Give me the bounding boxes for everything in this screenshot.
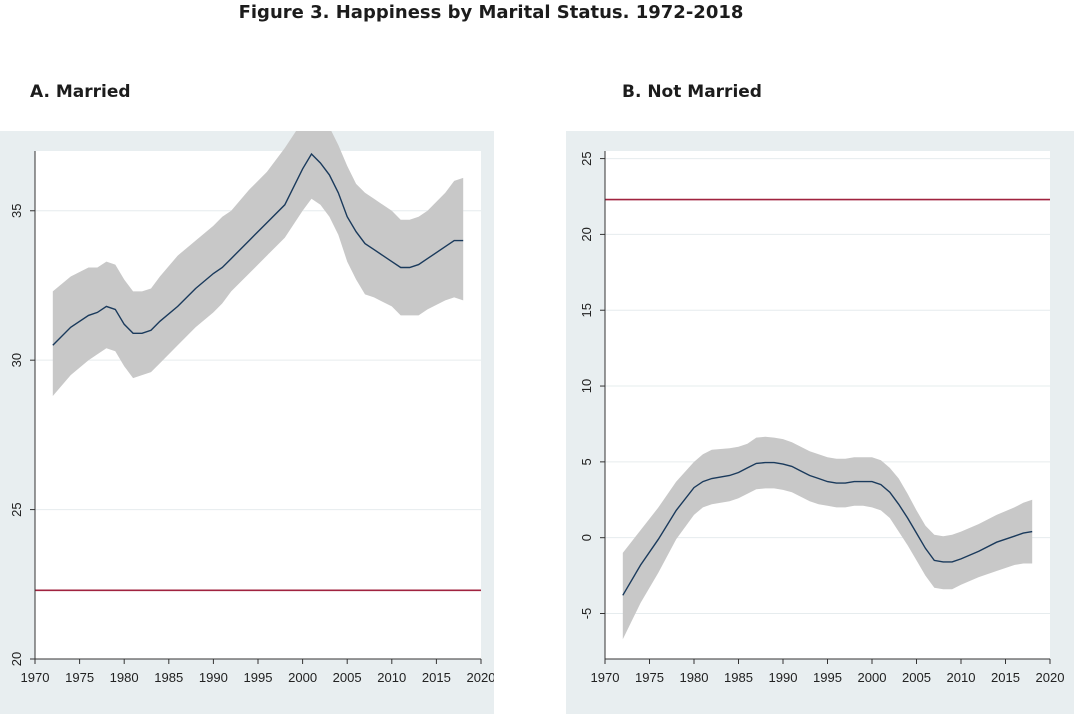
confidence-band <box>622 436 1033 640</box>
y-tick-label: 25 <box>579 151 594 165</box>
panel-b-title: B. Not Married <box>622 82 762 102</box>
y-tick-label: -5 <box>579 608 594 620</box>
y-tick-label: 5 <box>579 458 594 465</box>
x-tick-label: 1970 <box>591 670 620 685</box>
y-tick-label: 10 <box>579 379 594 393</box>
x-tick-label: 1970 <box>21 670 50 685</box>
x-tick-label: 1975 <box>65 670 94 685</box>
panel-a-title: A. Married <box>30 82 131 102</box>
plot-area <box>605 151 1050 659</box>
x-tick-label: 2015 <box>991 670 1020 685</box>
y-tick-label: 35 <box>9 204 24 218</box>
y-tick-label: 20 <box>9 652 24 666</box>
panel-married: 20 25 30 35 1970 1975 1980 1985 1990 1995 2000 2005… <box>0 131 494 714</box>
chart-not-married: -5 0 5 10 15 20 25 1970 1975 1980 1985 1990 1995 2000… <box>579 151 1065 685</box>
x-tick-label: 2015 <box>422 670 451 685</box>
x-tick-label: 1980 <box>110 670 139 685</box>
x-tick-label: 2000 <box>858 670 887 685</box>
y-tick-label: 20 <box>579 227 594 241</box>
estimate-line <box>52 152 464 346</box>
confidence-band <box>52 131 464 396</box>
x-tick-label: 1985 <box>154 670 183 685</box>
x-tick-label: 2020 <box>1036 670 1065 685</box>
y-tick-label: 30 <box>9 353 24 367</box>
y-tick-label: 25 <box>9 502 24 516</box>
chart-married: 20 25 30 35 1970 1975 1980 1985 1990 1995 2000 2005… <box>9 131 495 685</box>
x-tick-label: 2010 <box>377 670 406 685</box>
x-tick-label: 1985 <box>724 670 753 685</box>
y-tick-label: 15 <box>579 303 594 317</box>
x-tick-label: 1980 <box>680 670 709 685</box>
x-tick-label: 1990 <box>199 670 228 685</box>
x-tick-label: 2020 <box>467 670 495 685</box>
x-tick-label: 1995 <box>244 670 273 685</box>
x-tick-label: 1995 <box>813 670 842 685</box>
x-tick-label: 2005 <box>902 670 931 685</box>
y-tick-label: 0 <box>579 534 594 541</box>
x-tick-label: 1990 <box>769 670 798 685</box>
x-tick-label: 2000 <box>288 670 317 685</box>
x-tick-label: 1975 <box>635 670 664 685</box>
estimate-line <box>622 461 1033 596</box>
x-tick-label: 2010 <box>947 670 976 685</box>
panel-not-married: -5 0 5 10 15 20 25 1970 1975 1980 1985 1990 1995 2000… <box>566 131 1074 714</box>
figure-title: Figure 3. Happiness by Marital Status. 1… <box>238 2 744 23</box>
x-tick-label: 2005 <box>333 670 362 685</box>
